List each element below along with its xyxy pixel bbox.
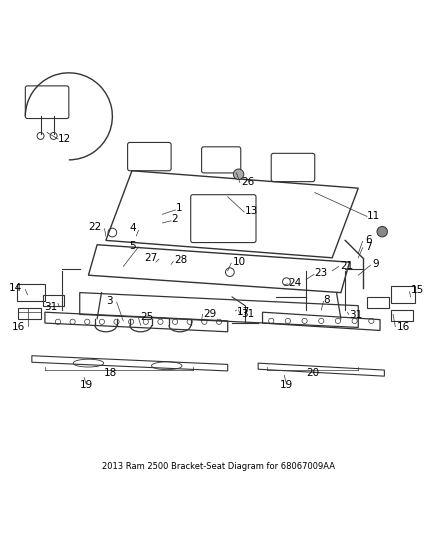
- Text: 4: 4: [130, 223, 136, 233]
- Text: 31: 31: [241, 309, 254, 319]
- Text: 18: 18: [103, 368, 117, 378]
- Text: 26: 26: [241, 176, 254, 187]
- Text: 14: 14: [9, 283, 22, 293]
- Text: 16: 16: [396, 322, 410, 333]
- Text: 15: 15: [410, 286, 424, 295]
- Text: 2013 Ram 2500 Bracket-Seat Diagram for 68067009AA: 2013 Ram 2500 Bracket-Seat Diagram for 6…: [102, 462, 336, 471]
- Text: 23: 23: [315, 269, 328, 278]
- Text: 29: 29: [203, 309, 216, 319]
- Text: 5: 5: [130, 240, 136, 251]
- Text: 19: 19: [80, 381, 93, 390]
- Text: 28: 28: [175, 255, 188, 265]
- Text: 1: 1: [176, 203, 182, 213]
- Circle shape: [233, 169, 244, 180]
- Text: 17: 17: [237, 307, 250, 317]
- Text: 31: 31: [350, 310, 363, 320]
- Text: 9: 9: [372, 260, 379, 269]
- Text: 27: 27: [144, 253, 157, 263]
- Text: 19: 19: [280, 381, 293, 390]
- Text: 3: 3: [106, 296, 113, 306]
- Text: 21: 21: [340, 261, 353, 271]
- Text: 10: 10: [233, 257, 246, 267]
- Text: 7: 7: [365, 242, 371, 252]
- Text: 22: 22: [88, 222, 102, 232]
- Text: 20: 20: [306, 368, 319, 378]
- Text: 8: 8: [323, 295, 330, 305]
- Text: 6: 6: [365, 236, 371, 245]
- Circle shape: [377, 227, 388, 237]
- Text: 31: 31: [44, 302, 57, 312]
- Text: 16: 16: [12, 322, 25, 333]
- Text: 25: 25: [141, 312, 154, 321]
- Text: 13: 13: [245, 206, 258, 216]
- Text: 12: 12: [58, 134, 71, 144]
- Text: 24: 24: [289, 278, 302, 288]
- Text: 11: 11: [367, 211, 380, 221]
- Text: 2: 2: [171, 214, 178, 224]
